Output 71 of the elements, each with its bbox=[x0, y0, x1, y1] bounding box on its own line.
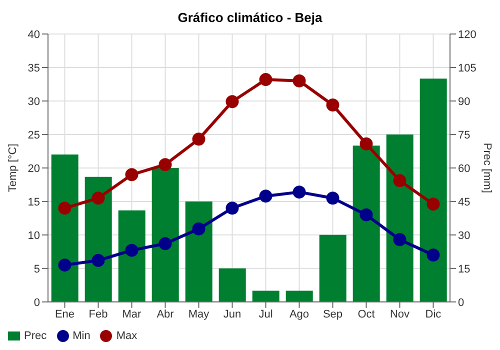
x-tick-label: Abr bbox=[156, 308, 174, 321]
y-tick-label: 35 bbox=[28, 62, 40, 74]
point bbox=[58, 258, 72, 272]
legend-label: Max bbox=[116, 330, 138, 342]
y-tick-label: 5 bbox=[34, 263, 40, 276]
bar bbox=[386, 134, 414, 302]
y2-tick-label: 30 bbox=[458, 230, 470, 242]
point bbox=[326, 98, 340, 112]
y-tick-label: 10 bbox=[28, 230, 40, 242]
point bbox=[292, 74, 306, 88]
x-tick-label: May bbox=[188, 308, 210, 321]
y-tick-label: 25 bbox=[28, 129, 40, 142]
point bbox=[393, 174, 406, 188]
y2-axis-title: Prec [mm] bbox=[481, 142, 494, 194]
bar bbox=[152, 168, 179, 302]
point bbox=[192, 132, 206, 146]
bar bbox=[185, 201, 212, 302]
x-tick-label: Oct bbox=[358, 308, 375, 321]
bar bbox=[319, 234, 346, 302]
bar bbox=[286, 290, 313, 302]
point bbox=[125, 168, 138, 182]
x-tick-label: Dic bbox=[425, 308, 442, 321]
point bbox=[226, 202, 239, 215]
y2-tick-label: 90 bbox=[458, 96, 470, 108]
x-tick-label: Mar bbox=[122, 308, 142, 321]
bar bbox=[252, 290, 280, 302]
x-tick-label: Nov bbox=[390, 308, 410, 321]
bar bbox=[51, 154, 78, 302]
point bbox=[360, 208, 373, 222]
point bbox=[426, 198, 440, 211]
y-tick-label: 15 bbox=[28, 196, 40, 208]
y2-tick-label: 120 bbox=[458, 28, 476, 41]
bar bbox=[352, 146, 380, 302]
point bbox=[92, 192, 105, 205]
legend-label: Min bbox=[72, 330, 90, 342]
x-tick-label: Jun bbox=[223, 308, 242, 321]
point bbox=[360, 137, 373, 150]
point bbox=[92, 254, 105, 267]
point bbox=[192, 222, 206, 236]
x-tick-label: Jul bbox=[258, 308, 273, 321]
x-tick-label: Ago bbox=[289, 308, 310, 321]
y2-tick-label: 105 bbox=[458, 62, 476, 74]
point bbox=[326, 192, 340, 205]
y-axis-title: Temp [°C] bbox=[6, 144, 19, 192]
x-tick-label: Ene bbox=[54, 308, 75, 321]
bar bbox=[218, 268, 246, 302]
x-tick-label: Sep bbox=[322, 308, 343, 321]
point bbox=[125, 244, 138, 257]
y-tick-label: 30 bbox=[28, 96, 40, 108]
point bbox=[393, 233, 406, 246]
x-tick-label: Feb bbox=[88, 308, 108, 321]
point bbox=[259, 190, 272, 203]
point bbox=[226, 95, 239, 108]
point bbox=[58, 202, 72, 215]
y2-tick-label: 45 bbox=[458, 196, 470, 208]
point bbox=[259, 73, 272, 86]
y-tick-label: 40 bbox=[28, 28, 40, 41]
y2-tick-label: 60 bbox=[458, 162, 470, 175]
y2-tick-label: 15 bbox=[458, 263, 470, 276]
point bbox=[292, 186, 306, 199]
y2-tick-label: 0 bbox=[458, 296, 464, 309]
bar bbox=[420, 78, 447, 302]
point bbox=[158, 158, 172, 172]
y2-tick-label: 75 bbox=[458, 129, 470, 142]
bar bbox=[118, 210, 146, 302]
y-tick-label: 0 bbox=[34, 296, 40, 309]
y-tick-label: 20 bbox=[28, 162, 40, 175]
legend-label: Prec bbox=[24, 330, 47, 342]
point bbox=[158, 237, 172, 250]
chart-title: Gráfico climático - Beja bbox=[176, 10, 324, 25]
point bbox=[426, 248, 440, 262]
